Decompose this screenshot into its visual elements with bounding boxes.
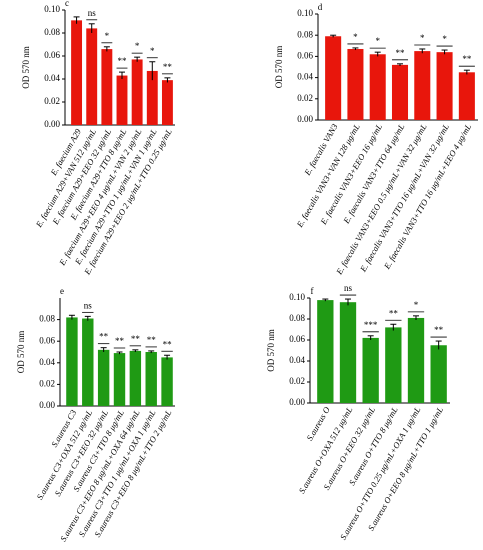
y-tick-label: 0.10: [44, 4, 60, 14]
y-tick-label: 0.08: [289, 313, 305, 323]
bar: [66, 317, 78, 406]
y-axis-label: OD 570 nm: [21, 46, 31, 89]
y-tick-label: 0.06: [297, 50, 313, 60]
significance-label: ns: [84, 300, 93, 310]
y-tick-label: 0.00: [297, 114, 313, 124]
significance-label: **: [99, 332, 109, 342]
bar: [339, 302, 357, 403]
panel-label: c: [65, 0, 69, 8]
bar: [161, 80, 173, 125]
bar: [82, 318, 94, 406]
significance-label: **: [115, 336, 125, 346]
bar: [161, 357, 173, 406]
bar: [407, 317, 425, 403]
y-tick-label: 0.06: [289, 334, 305, 344]
significance-label: *: [375, 36, 380, 46]
bar: [113, 353, 126, 406]
significance-label: *: [353, 32, 358, 42]
y-tick-label: 0.08: [297, 29, 313, 39]
y-tick-label: 0.04: [297, 72, 313, 82]
y-tick-label: 0.02: [297, 93, 313, 103]
bar: [131, 59, 143, 126]
significance-label: *: [135, 41, 140, 51]
significance-label: **: [462, 54, 472, 64]
y-axis-label: OD 570 nm: [274, 46, 284, 89]
significance-label: *: [105, 31, 110, 41]
significance-label: *: [442, 34, 447, 44]
bar: [362, 337, 379, 403]
bar: [145, 352, 157, 406]
y-tick-label: 0.00: [44, 119, 60, 129]
significance-label: **: [434, 325, 444, 335]
bar: [86, 28, 98, 125]
significance-label: **: [396, 48, 406, 58]
significance-label: ns: [88, 8, 97, 18]
y-tick-label: 0.06: [44, 50, 60, 60]
y-tick-label: 0.04: [39, 357, 55, 367]
significance-label: **: [163, 62, 173, 72]
bar: [97, 349, 110, 406]
bar: [430, 345, 447, 403]
y-tick-label: 0.08: [44, 27, 60, 37]
bar: [146, 70, 158, 125]
bar: [391, 64, 409, 120]
bar: [347, 48, 364, 121]
panel-label: f: [311, 286, 314, 296]
y-tick-label: 0.04: [44, 73, 60, 83]
significance-label: **: [389, 308, 399, 318]
bar: [369, 54, 386, 120]
panel-label: d: [318, 2, 323, 12]
y-axis-label: OD 570 nm: [16, 331, 26, 374]
bar: [116, 75, 128, 125]
y-tick-label: 0.04: [289, 355, 305, 365]
significance-label: **: [163, 339, 173, 349]
significance-label: **: [147, 335, 157, 345]
bar: [385, 327, 402, 403]
bar: [129, 350, 142, 406]
y-tick-label: 0.02: [289, 376, 305, 386]
bar: [317, 300, 334, 403]
bar: [101, 49, 113, 125]
significance-label: *: [420, 33, 425, 43]
significance-label: *: [150, 46, 155, 56]
y-tick-label: 0.00: [39, 400, 55, 410]
panel-label: e: [60, 286, 64, 296]
significance-label: ***: [364, 320, 378, 330]
bar: [458, 72, 475, 120]
y-tick-label: 0.02: [39, 378, 55, 388]
y-tick-label: 0.10: [289, 292, 305, 302]
y-tick-label: 0.02: [44, 96, 60, 106]
y-tick-label: 0.10: [297, 8, 313, 18]
y-tick-label: 0.00: [289, 397, 305, 407]
bar: [436, 52, 453, 120]
y-tick-label: 0.06: [39, 335, 55, 345]
bar: [325, 36, 342, 121]
significance-label: ns: [344, 283, 353, 293]
y-tick-label: 0.08: [39, 314, 55, 324]
significance-label: **: [131, 334, 141, 344]
significance-label: *: [414, 300, 419, 310]
significance-label: **: [118, 56, 128, 66]
y-axis-label: OD 570 nm: [266, 329, 276, 372]
bar: [414, 51, 431, 120]
bar: [71, 20, 83, 126]
